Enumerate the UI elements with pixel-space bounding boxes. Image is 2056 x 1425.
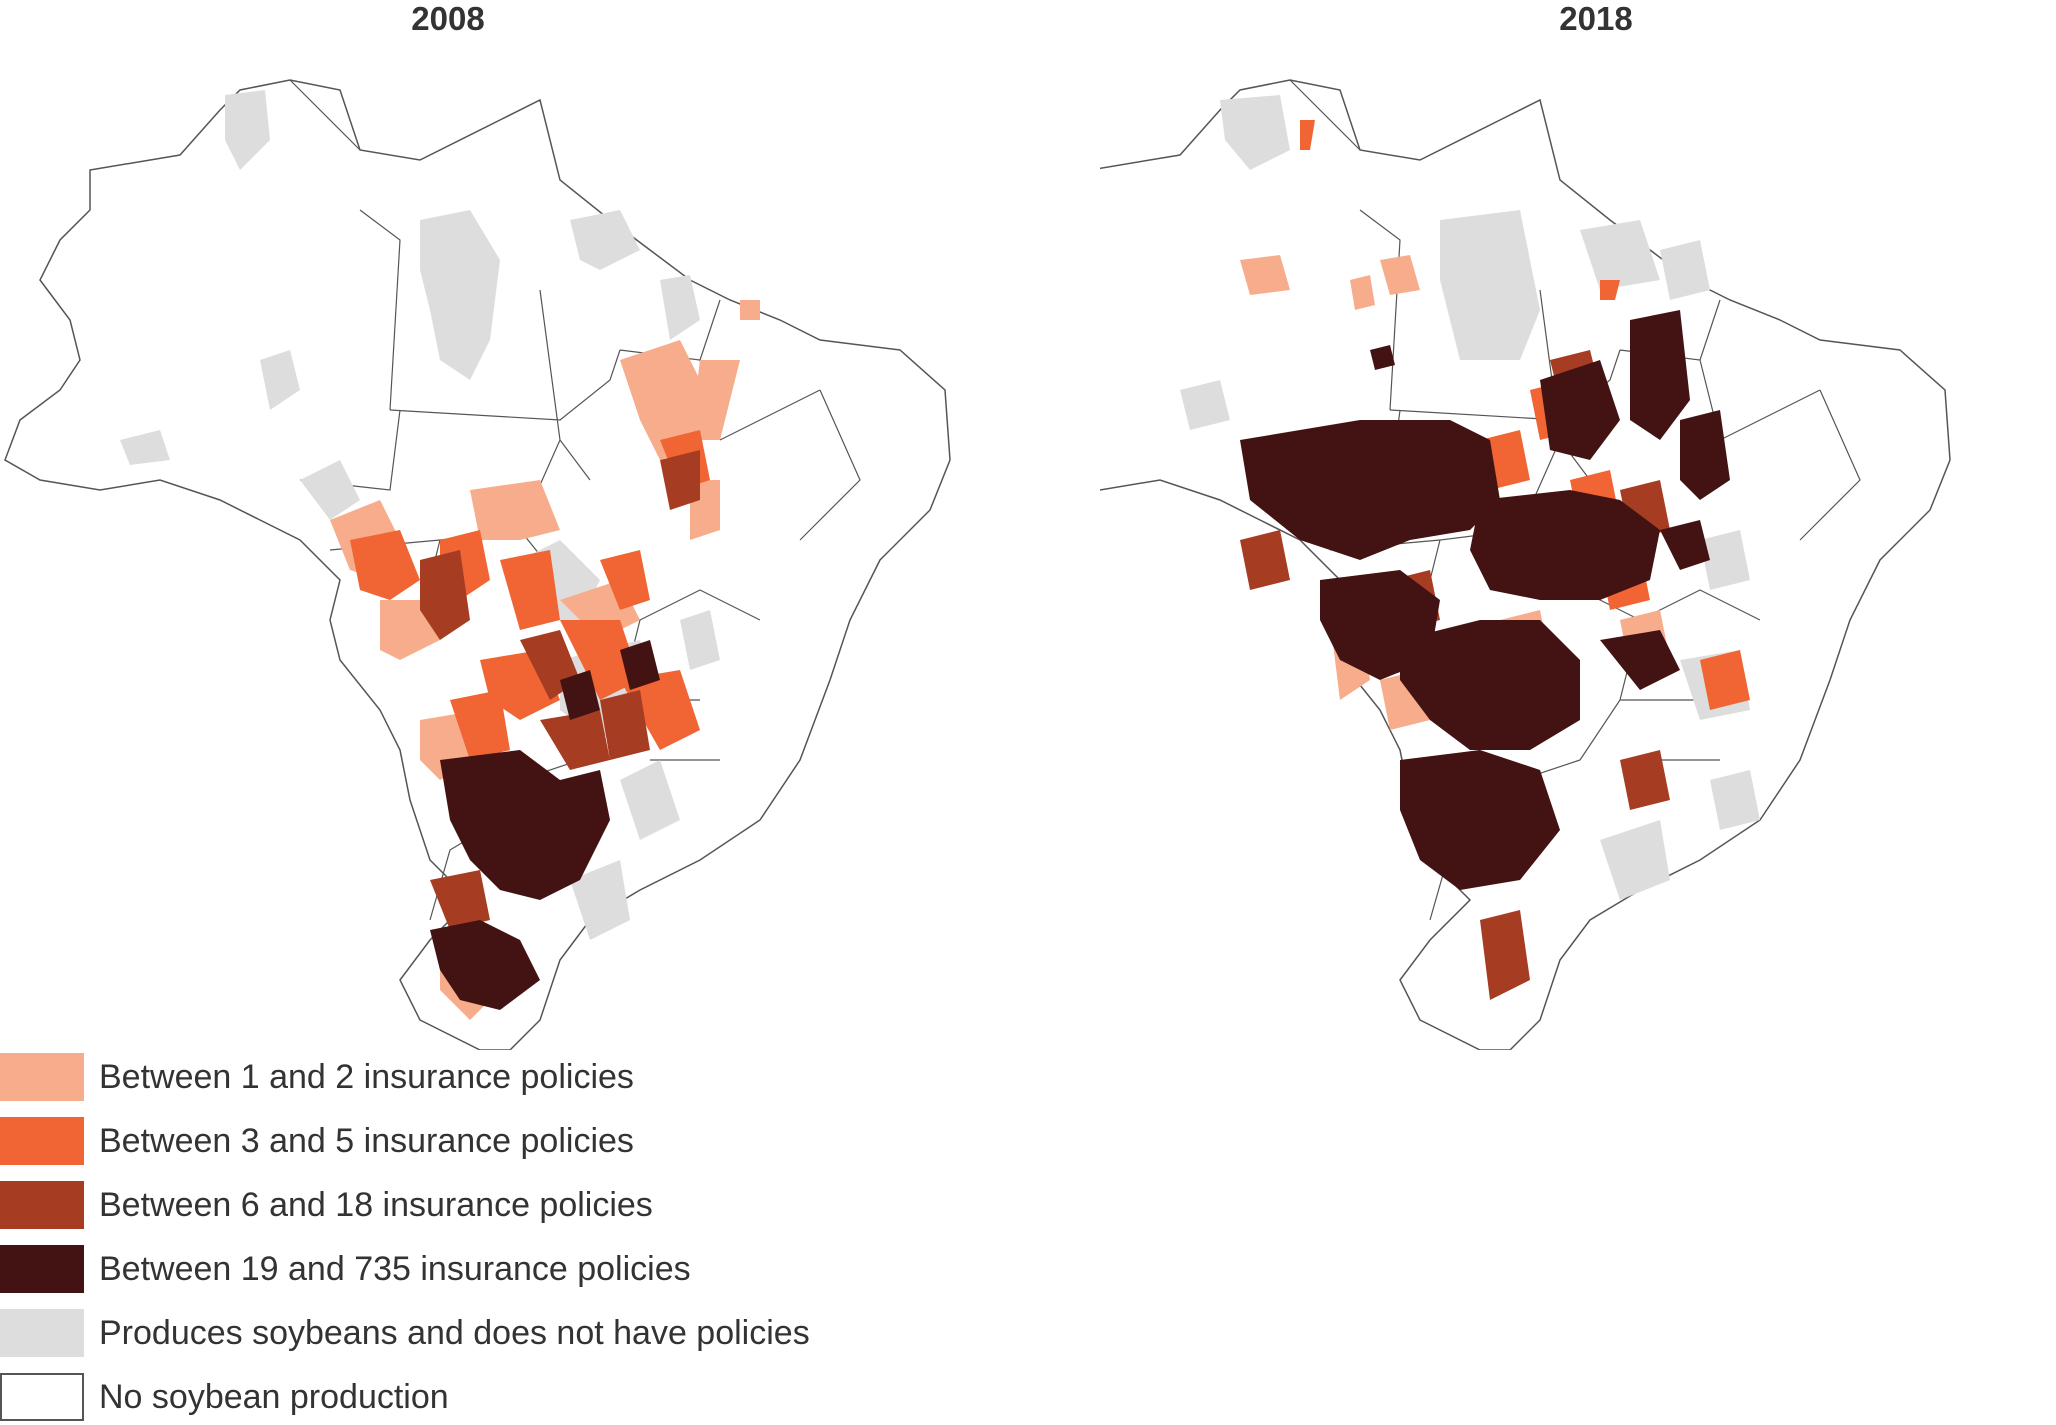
legend-label-policies-6-18: Between 6 and 18 insurance policies [99,1185,653,1224]
region-policies-3-5 [350,430,710,760]
legend-item-produces-no-policies: Produces soybeans and does not have poli… [0,1308,810,1358]
legend-swatch-policies-19-735 [0,1245,84,1293]
legend-label-no-production: No soybean production [99,1377,449,1416]
produces-no-policies-regions [120,90,720,940]
produces-no-policies-regions [1180,95,1760,900]
map-title-2018: 2018 [1559,0,1633,37]
legend-label-produces-no-policies: Produces soybeans and does not have poli… [99,1313,810,1352]
region-produces-no-policies [120,90,720,940]
policies-19-735-regions [1240,310,1730,890]
legend-swatch-policies-1-2 [0,1053,84,1101]
region-policies-19-735 [430,640,660,1010]
policies-3-5-regions [350,430,710,760]
policies-6-18-regions [420,450,700,930]
region-policies-19-735 [1240,310,1730,890]
legend-label-policies-3-5: Between 3 and 5 insurance policies [99,1121,634,1160]
legend-label-policies-19-735: Between 19 and 735 insurance policies [99,1249,691,1288]
map-title-2008: 2008 [411,0,485,37]
legend-swatch-policies-3-5 [0,1117,84,1165]
policies-1-2-regions [330,300,760,1020]
legend-swatch-no-production [0,1373,84,1421]
map-2018 [1100,79,1951,1050]
legend-item-policies-6-18: Between 6 and 18 insurance policies [0,1180,653,1230]
region-policies-6-18 [420,450,700,930]
legend-item-policies-1-2: Between 1 and 2 insurance policies [0,1052,634,1102]
legend-item-no-production: No soybean production [0,1372,449,1422]
legend-label-policies-1-2: Between 1 and 2 insurance policies [99,1057,634,1096]
legend-item-policies-19-735: Between 19 and 735 insurance policies [0,1244,691,1294]
map-2008 [4,79,951,1050]
region-produces-no-policies [1180,95,1760,900]
legend-item-policies-3-5: Between 3 and 5 insurance policies [0,1116,634,1166]
policies-19-735-regions [430,640,660,1010]
legend-swatch-produces-no-policies [0,1309,84,1357]
legend-swatch-policies-6-18 [0,1181,84,1229]
region-policies-1-2 [330,300,760,1020]
